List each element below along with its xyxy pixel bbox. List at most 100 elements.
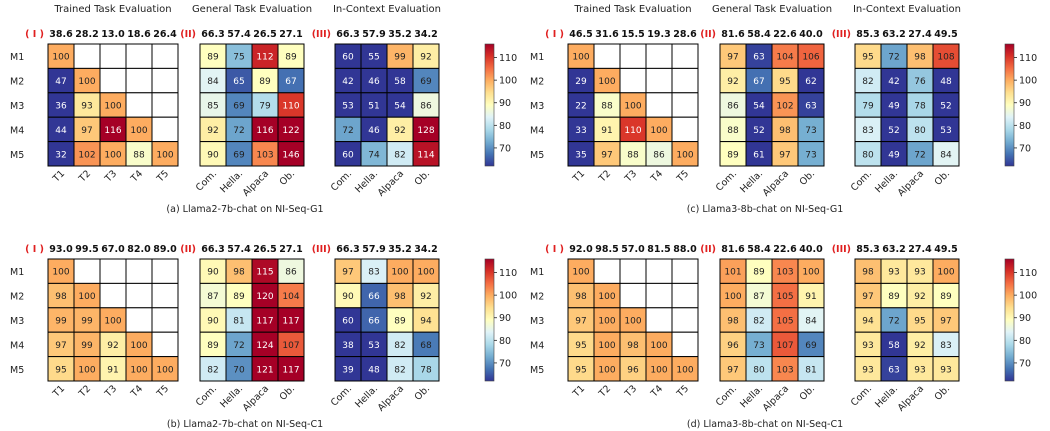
cell-label: 110 (624, 126, 641, 136)
cell-label: 97 (601, 150, 612, 160)
column-label: T1 (570, 383, 587, 400)
row-label: M4 (530, 125, 544, 136)
column-label: Alpaca (761, 168, 791, 198)
heatmap-cell (99, 356, 127, 382)
heatmap-cell (73, 356, 101, 382)
column-label: T4 (128, 168, 145, 185)
heatmap-cell (593, 67, 621, 94)
column-label: T2 (76, 168, 93, 185)
heatmap-cell (277, 92, 305, 118)
heatmap-cell (360, 116, 388, 143)
heatmap-cell (593, 43, 621, 69)
block-tag: (III) (312, 29, 331, 40)
column-label: Ob. (413, 168, 432, 187)
heatmap-cell (645, 43, 673, 69)
cell-label: 95 (862, 53, 873, 63)
cell-label: 97 (81, 126, 92, 136)
heatmap-cell (719, 43, 747, 69)
heatmap-panel: M1 M2 M3 M4 M5 Trained Task Evaluation ( I ) 46… (530, 4, 1037, 215)
heatmap-cell (225, 116, 253, 143)
colorbar-tick-label: 110 (1019, 268, 1037, 279)
cell-label: 63 (753, 53, 764, 63)
cell-label: 86 (727, 102, 739, 112)
heatmap-cell (99, 282, 127, 309)
cell-label: 82 (207, 365, 218, 375)
heatmap-cell (771, 141, 799, 167)
cell-label: 93 (888, 268, 899, 278)
heatmap-cell (671, 92, 699, 118)
cell-label: 112 (256, 53, 273, 63)
cell-label: 78 (914, 102, 926, 112)
heatmap-cell (567, 116, 595, 143)
heatmap-cell (854, 116, 882, 143)
heatmap-cell (151, 141, 179, 167)
column-label: Com. (329, 168, 354, 193)
cell-label: 97 (342, 268, 353, 278)
cell-label: 100 (52, 268, 69, 278)
cell-label: 88 (727, 126, 739, 136)
heatmap-cell (99, 43, 127, 69)
column-label: Ob. (933, 168, 952, 187)
header-value: 34.2 (414, 29, 437, 40)
heatmap-cell (125, 141, 153, 167)
heatmap-cell (225, 356, 253, 382)
heatmap-cell (360, 258, 388, 284)
heatmap-cell (854, 356, 882, 382)
heatmap-cell (334, 116, 362, 143)
heatmap-cell (386, 307, 414, 333)
cell-label: 62 (805, 77, 816, 87)
cell-label: 42 (888, 77, 899, 87)
heatmap-cell (906, 141, 934, 167)
heatmap-cell (906, 67, 934, 94)
cell-label: 100 (130, 341, 147, 351)
heatmap-cell (73, 116, 101, 143)
heatmap-cell (645, 92, 673, 118)
heatmap-cell (854, 331, 882, 358)
heatmap-cell (151, 331, 179, 358)
column-label: Com. (849, 383, 874, 408)
cell-label: 100 (130, 126, 147, 136)
row-label: M2 (530, 292, 544, 303)
header-value: 89.0 (153, 244, 177, 255)
heatmap-cell (47, 331, 75, 358)
cell-label: 98 (914, 53, 926, 63)
header-value: 34.2 (414, 244, 437, 255)
heatmap-cell (619, 258, 647, 284)
heatmap-cell (771, 307, 799, 333)
header-value: 46.5 (569, 29, 592, 40)
block-tag: (III) (832, 29, 851, 40)
heatmap-cell (932, 356, 960, 382)
row-label: M5 (530, 150, 544, 161)
colorbar-tick-label: 80 (1019, 121, 1031, 132)
heatmap-cell (277, 258, 305, 284)
cell-label: 72 (233, 126, 244, 136)
heatmap-cell (797, 258, 825, 284)
cell-label: 110 (282, 102, 299, 112)
heatmap-cell (251, 331, 279, 358)
heatmap-cell (277, 282, 305, 309)
cell-label: 80 (862, 150, 874, 160)
block-title: General Task Evaluation (192, 4, 312, 15)
heatmap-cell (906, 116, 934, 143)
heatmap-cell (360, 141, 388, 167)
heatmap-cell (671, 141, 699, 167)
cell-label: 97 (575, 317, 586, 327)
heatmap-cell (854, 67, 882, 94)
header-value: 22.6 (773, 29, 797, 40)
heatmap-cell (932, 141, 960, 167)
heatmap-cell (251, 67, 279, 94)
cell-label: 89 (753, 268, 765, 278)
cell-label: 100 (802, 268, 819, 278)
cell-label: 105 (776, 292, 793, 302)
heatmap-cell (671, 67, 699, 94)
cell-label: 90 (207, 268, 219, 278)
cell-label: 93 (81, 102, 92, 112)
cell-label: 83 (368, 268, 379, 278)
heatmap-cell (73, 141, 101, 167)
cell-label: 100 (650, 341, 667, 351)
block-title: In-Context Evaluation (853, 4, 961, 15)
cell-label: 38 (342, 341, 354, 351)
heatmap-cell (593, 116, 621, 143)
cell-label: 61 (753, 150, 764, 160)
heatmap-cell (880, 116, 908, 143)
